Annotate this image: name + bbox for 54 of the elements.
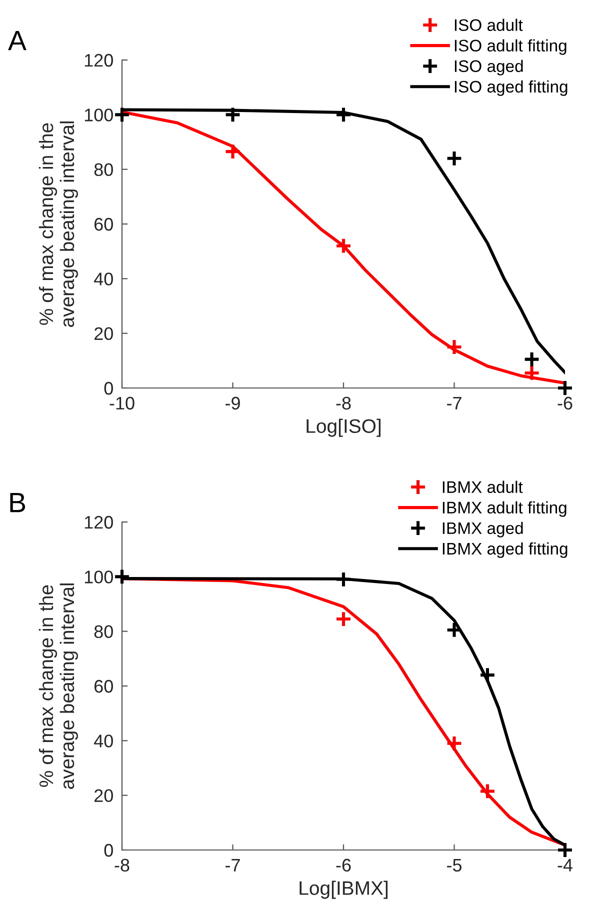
y-tick-label: 120 — [84, 516, 113, 529]
x-tick-label: -5 — [447, 858, 462, 872]
y-tick-label: 100 — [84, 570, 113, 584]
point — [335, 106, 352, 124]
x-axis-title: Log[ISO] — [306, 418, 380, 437]
point — [335, 237, 352, 254]
x-tick-label: -6 — [558, 396, 572, 410]
x-tick-label: -6 — [336, 858, 351, 872]
x-tick-label: -8 — [114, 858, 130, 872]
x-tick-label: -7 — [447, 396, 462, 410]
point — [479, 782, 496, 800]
legend-label: ISO adult fitting — [454, 39, 566, 55]
y-tick-label: 120 — [84, 54, 113, 67]
point — [556, 380, 574, 396]
point — [224, 106, 242, 124]
legend-label: ISO adult — [454, 18, 523, 32]
y-axis-title: % of max change in the average beating interval — [38, 584, 78, 789]
y-tick-label: 60 — [94, 680, 113, 693]
y-tick-label: 100 — [84, 108, 113, 122]
legend-label: IBMX aged — [442, 522, 523, 538]
legend-label: ISO aged — [454, 60, 523, 76]
point — [114, 568, 130, 586]
point — [335, 610, 352, 628]
x-tick-label: -9 — [226, 396, 240, 410]
legend-label: ISO aged fitting — [454, 80, 568, 96]
legend-label: IBMX adult — [442, 480, 523, 494]
legend-label: IBMX adult fitting — [442, 501, 566, 517]
y-tick-label: 20 — [94, 789, 113, 802]
y-tick-label: 40 — [94, 734, 113, 748]
point — [479, 666, 496, 684]
x-tick-label: -8 — [336, 396, 351, 410]
point — [446, 621, 463, 638]
x-tick-label: -7 — [226, 858, 240, 872]
point — [446, 734, 463, 752]
point — [446, 338, 463, 356]
point — [523, 364, 540, 382]
point — [335, 570, 352, 588]
y-axis-title: % of max change in the average beating interval — [38, 122, 78, 327]
y-tick-label: 20 — [94, 327, 113, 340]
point — [523, 350, 540, 368]
chart-title: A — [8, 31, 26, 50]
chart-title: B — [10, 493, 26, 512]
legend-label: IBMX aged fitting — [442, 542, 568, 558]
point — [224, 143, 242, 160]
y-tick-label: 80 — [94, 625, 113, 638]
y-tick-label: 60 — [94, 218, 113, 231]
y-tick-label: 80 — [94, 163, 113, 176]
y-tick-label: 0 — [104, 382, 113, 395]
x-axis-title: Log[IBMX] — [300, 880, 388, 899]
point — [446, 150, 463, 167]
y-tick-label: 40 — [94, 272, 113, 286]
x-tick-label: -4 — [558, 858, 572, 872]
y-tick-label: 0 — [104, 844, 113, 857]
x-tick-label: -10 — [110, 396, 134, 410]
